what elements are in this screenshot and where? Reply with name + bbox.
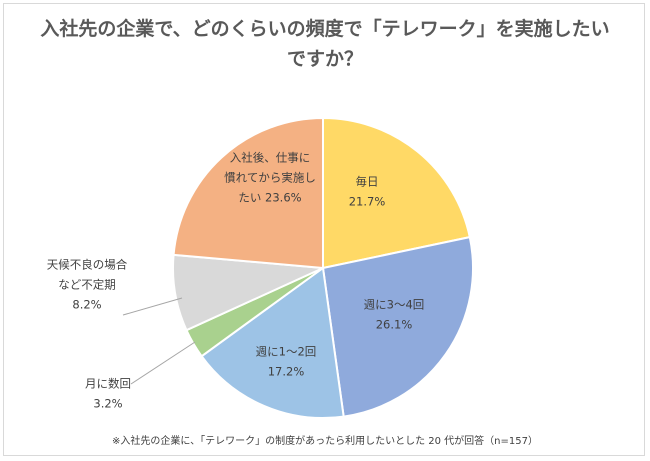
slice-label-4-line-1: 月に数回 <box>85 377 131 391</box>
slice-label-5-line-1: 天候不良の場合 <box>47 258 128 272</box>
slice-label-6-line-3: たい 23.6% <box>238 191 301 205</box>
chart-footnote: ※入社先の企業に、「テレワーク」の制度があったら利用したいとした 20 代が回答… <box>112 436 538 447</box>
chart-title-line-1: 入社先の企業で、どのくらいの頻度で「テレワーク」を実施したい <box>40 18 610 40</box>
slice-label-2-line-1: 週に3～4回 <box>364 298 425 312</box>
chart-title: 入社先の企業で、どのくらいの頻度で「テレワーク」を実施したい ですか？ <box>0 14 650 74</box>
pie-slice-3 <box>200 266 345 419</box>
pie-slice-2 <box>321 235 474 418</box>
slice-label-3-line-2: 17.2% <box>268 365 305 379</box>
slice-label-2-line-2: 26.1% <box>376 318 413 332</box>
slice-label-1-line-1: 毎日 <box>356 175 379 189</box>
pie-slice-1 <box>322 116 471 270</box>
slice-label-3-line-1: 週に1～2回 <box>256 345 317 359</box>
slice-label-5-line-3: 8.2% <box>72 298 101 312</box>
slice-label-4-line-2: 3.2% <box>93 397 122 411</box>
slice-label-5-line-2: など不定期 <box>58 278 116 292</box>
pie-slice-6 <box>172 116 324 270</box>
leader-line-5 <box>122 297 183 316</box>
slice-label-6-line-1: 入社後、仕事に <box>230 151 311 165</box>
slice-label-6-line-2: 慣れてから実施し <box>224 171 316 185</box>
slice-label-1-line-2: 21.7% <box>349 195 386 209</box>
chart-title-line-2: ですか？ <box>286 48 363 70</box>
leader-line-4 <box>130 341 196 385</box>
